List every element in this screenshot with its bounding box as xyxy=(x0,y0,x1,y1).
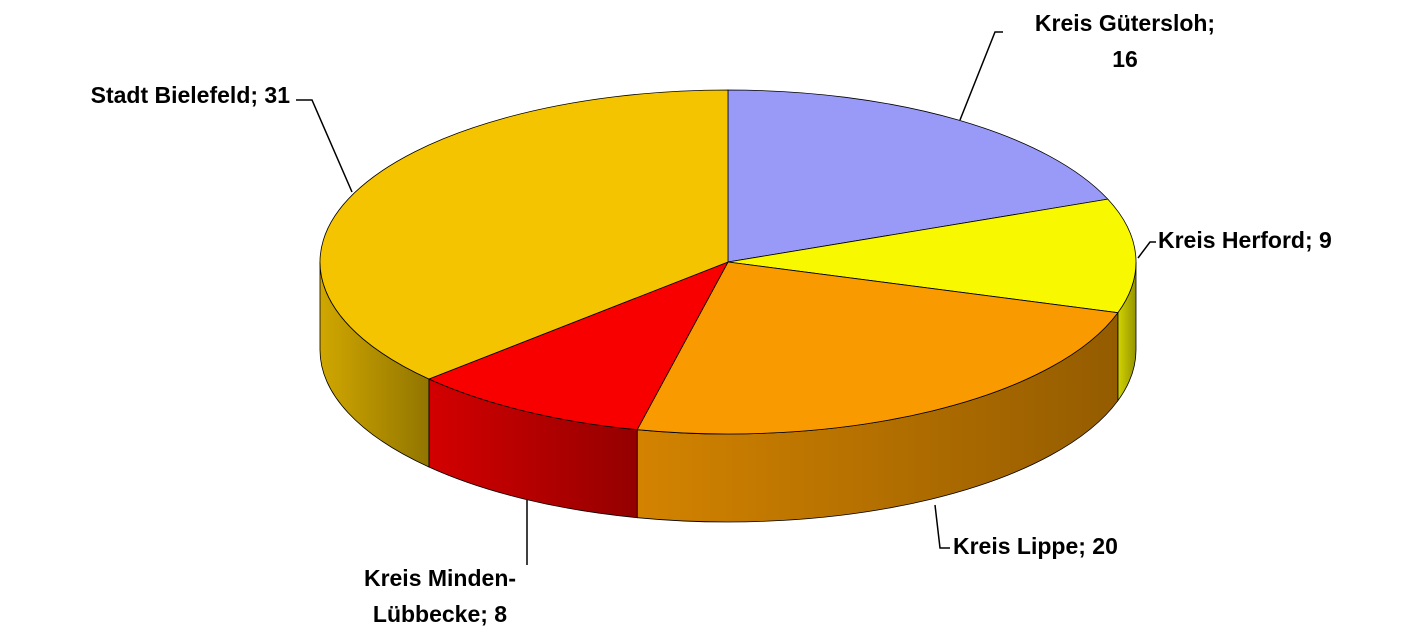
leader-line xyxy=(1137,241,1156,259)
slice-side-shade xyxy=(637,312,1118,522)
leader-line xyxy=(296,99,353,193)
data-label: Kreis Minden-Lübbecke; 8 xyxy=(364,565,516,627)
leader-line xyxy=(934,504,950,549)
slice-side-shade xyxy=(320,262,429,467)
data-label: Stadt Bielefeld; 31 xyxy=(91,82,291,108)
data-label: Kreis Gütersloh; 16 xyxy=(1035,10,1215,72)
data-label: Kreis Herford; 9 xyxy=(1158,227,1332,253)
slice xyxy=(319,89,729,380)
slice-side-shade xyxy=(428,378,638,518)
slice xyxy=(427,261,729,431)
slice-side-shade xyxy=(1117,262,1136,401)
slice xyxy=(636,261,1119,435)
slice xyxy=(727,198,1137,314)
slice xyxy=(727,89,1109,263)
leader-line xyxy=(959,31,1003,121)
data-label: Kreis Lippe; 20 xyxy=(953,533,1118,559)
